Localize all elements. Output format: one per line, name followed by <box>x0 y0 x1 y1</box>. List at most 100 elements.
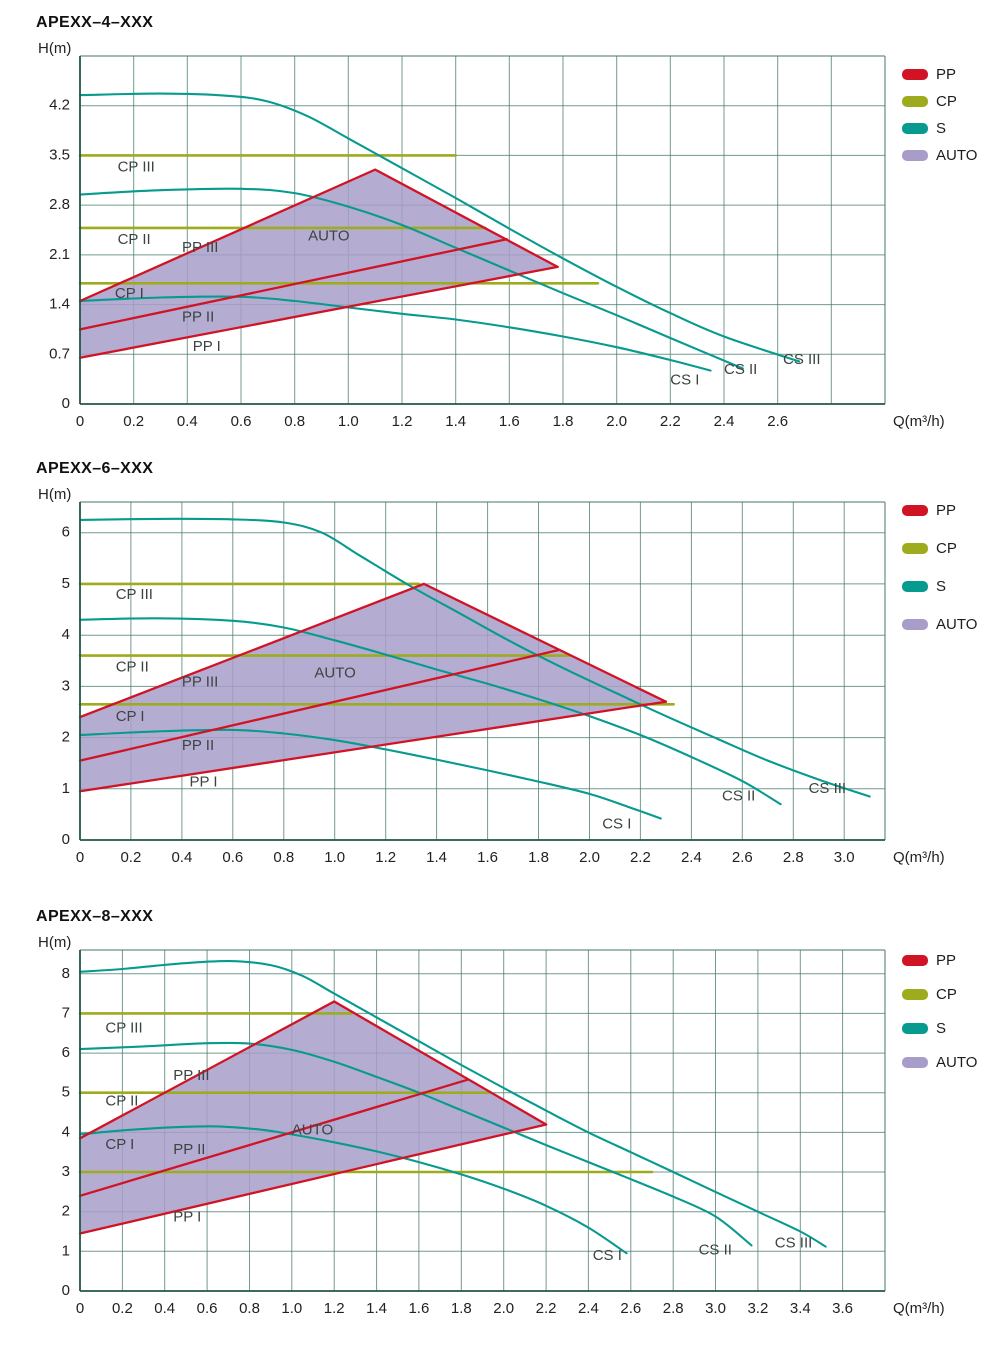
svg-text:CS III: CS III <box>809 780 847 797</box>
legend-swatch-icon <box>902 581 928 592</box>
svg-text:2.8: 2.8 <box>663 1300 684 1317</box>
svg-text:PP I: PP I <box>193 338 221 355</box>
chart-section-apexx-8: APEXX–8–XXX 0 1 2 3 4 5 6 7 8 0 0.2 0.4 0.6 0.8 1.0 1.2… <box>0 878 1000 1329</box>
curve-s-ii <box>78 187 744 370</box>
curve-s-iii <box>78 517 871 798</box>
legend-swatch-icon <box>902 505 928 516</box>
auto-region <box>80 1001 547 1234</box>
svg-text:CP I: CP I <box>105 1136 134 1153</box>
svg-text:1.0: 1.0 <box>338 413 359 430</box>
axes <box>79 56 885 405</box>
chart-title: APEXX–8–XXX <box>36 908 154 925</box>
curve-pp-iii <box>78 1000 548 1140</box>
auto-region <box>80 583 666 792</box>
svg-text:2.6: 2.6 <box>620 1300 641 1317</box>
chart-canvas: 0 1 2 3 4 5 6 0 0.2 0.4 0.6 0.8 1.0 1.2 1.4 1.6 1.8 2.0 2.… <box>38 486 945 866</box>
svg-text:4.2: 4.2 <box>49 97 70 114</box>
curve-labels: CP III CP II CP I PP III PP II PP I AUTO CS I CS… <box>105 1019 812 1264</box>
svg-text:1.6: 1.6 <box>408 1300 429 1317</box>
svg-text:CP III: CP III <box>105 1019 142 1036</box>
legend-item-auto: AUTO <box>902 147 977 164</box>
svg-text:2.2: 2.2 <box>660 413 681 430</box>
legend-item-pp: PP <box>902 66 977 83</box>
svg-text:3: 3 <box>62 1163 70 1180</box>
svg-text:0.8: 0.8 <box>284 413 305 430</box>
curve-s-iii <box>78 960 827 1248</box>
series-curves <box>78 960 827 1255</box>
chart-canvas: 0 0.7 1.4 2.1 2.8 3.5 4.2 0 0.2 0.4 0.6 0.8 1.0 1.2 1.… <box>38 40 945 430</box>
svg-text:CP II: CP II <box>105 1092 138 1109</box>
svg-text:2.6: 2.6 <box>767 413 788 430</box>
legend-item-cp: CP <box>902 93 977 110</box>
svg-text:CS II: CS II <box>699 1242 732 1259</box>
x-axis-label: Q(m³/h) <box>893 413 945 430</box>
chart-title: APEXX–4–XXX <box>36 14 154 31</box>
svg-text:3.0: 3.0 <box>705 1300 726 1317</box>
svg-text:4: 4 <box>62 626 70 643</box>
legend-item-cp: CP <box>902 986 977 1003</box>
svg-text:2: 2 <box>62 1203 70 1220</box>
svg-text:2.0: 2.0 <box>579 849 600 866</box>
svg-text:0.6: 0.6 <box>197 1300 218 1317</box>
svg-text:2.0: 2.0 <box>606 413 627 430</box>
x-axis-label: Q(m³/h) <box>893 849 945 866</box>
svg-text:2.6: 2.6 <box>732 849 753 866</box>
svg-text:2.4: 2.4 <box>578 1300 599 1317</box>
svg-text:CS III: CS III <box>775 1234 813 1251</box>
y-axis-label: H(m) <box>38 486 71 503</box>
svg-text:6: 6 <box>62 524 70 541</box>
svg-text:0.8: 0.8 <box>273 849 294 866</box>
svg-text:PP II: PP II <box>182 737 214 754</box>
svg-text:2.1: 2.1 <box>49 246 70 263</box>
svg-text:0.4: 0.4 <box>154 1300 175 1317</box>
y-axis-label: H(m) <box>38 40 71 57</box>
svg-text:1: 1 <box>62 780 70 797</box>
svg-text:2.2: 2.2 <box>536 1300 557 1317</box>
svg-text:0: 0 <box>76 849 84 866</box>
axis-tick-labels: 0 1 2 3 4 5 6 0 0.2 0.4 0.6 0.8 1.0 1.2 1.4 1.6 1.8 2.0 2.… <box>38 486 945 866</box>
axis-tick-labels: 0 1 2 3 4 5 6 7 8 0 0.2 0.4 0.6 0.8 1.0 1.2 1.4 1.6 1.8 2.0… <box>38 934 945 1317</box>
curve-s-iii <box>78 92 801 363</box>
svg-text:0: 0 <box>62 1282 70 1299</box>
svg-text:3: 3 <box>62 677 70 694</box>
svg-text:1.2: 1.2 <box>324 1300 345 1317</box>
svg-text:1.8: 1.8 <box>451 1300 472 1317</box>
legend-label: CP <box>936 93 957 110</box>
svg-text:CS III: CS III <box>783 351 821 368</box>
legend-swatch-icon <box>902 1057 928 1068</box>
axes <box>79 502 885 841</box>
svg-text:CP III: CP III <box>118 158 155 175</box>
curve-pp-i <box>78 1123 548 1235</box>
svg-text:5: 5 <box>62 575 70 592</box>
svg-text:CP III: CP III <box>116 586 153 603</box>
svg-text:1.0: 1.0 <box>281 1300 302 1317</box>
grid-lines <box>79 55 886 405</box>
svg-text:PP II: PP II <box>182 308 214 325</box>
svg-text:3.0: 3.0 <box>834 849 855 866</box>
legend-swatch-icon <box>902 619 928 630</box>
curve-pp-ii <box>78 238 508 331</box>
chart-apexx-6: 0 1 2 3 4 5 6 0 0.2 0.4 0.6 0.8 1.0 1.2 1.4 1.6 1.8 2.0 2.… <box>0 486 1000 878</box>
legend-swatch-icon <box>902 123 928 134</box>
svg-text:0: 0 <box>76 413 84 430</box>
svg-text:AUTO: AUTO <box>308 227 349 244</box>
curve-pp-iii <box>78 168 559 303</box>
curve-pp-ii <box>78 648 561 762</box>
svg-text:0: 0 <box>62 831 70 848</box>
legend-label: PP <box>936 502 957 519</box>
svg-text:1.4: 1.4 <box>366 1300 387 1317</box>
svg-text:0.2: 0.2 <box>123 413 144 430</box>
svg-text:6: 6 <box>62 1044 70 1061</box>
svg-text:3.2: 3.2 <box>747 1300 768 1317</box>
axis-tick-labels: 0 0.7 1.4 2.1 2.8 3.5 4.2 0 0.2 0.4 0.6 0.8 1.0 1.2 1.… <box>38 40 945 430</box>
series-curves <box>78 92 801 372</box>
y-axis-label: H(m) <box>38 934 71 951</box>
svg-text:1.2: 1.2 <box>392 413 413 430</box>
legend-item-pp: PP <box>902 502 977 519</box>
svg-text:7: 7 <box>62 1004 70 1021</box>
svg-text:0: 0 <box>62 395 70 412</box>
svg-text:PP III: PP III <box>182 239 218 256</box>
svg-text:8: 8 <box>62 965 70 982</box>
svg-text:1: 1 <box>62 1242 70 1259</box>
legend-label: S <box>936 1020 947 1037</box>
